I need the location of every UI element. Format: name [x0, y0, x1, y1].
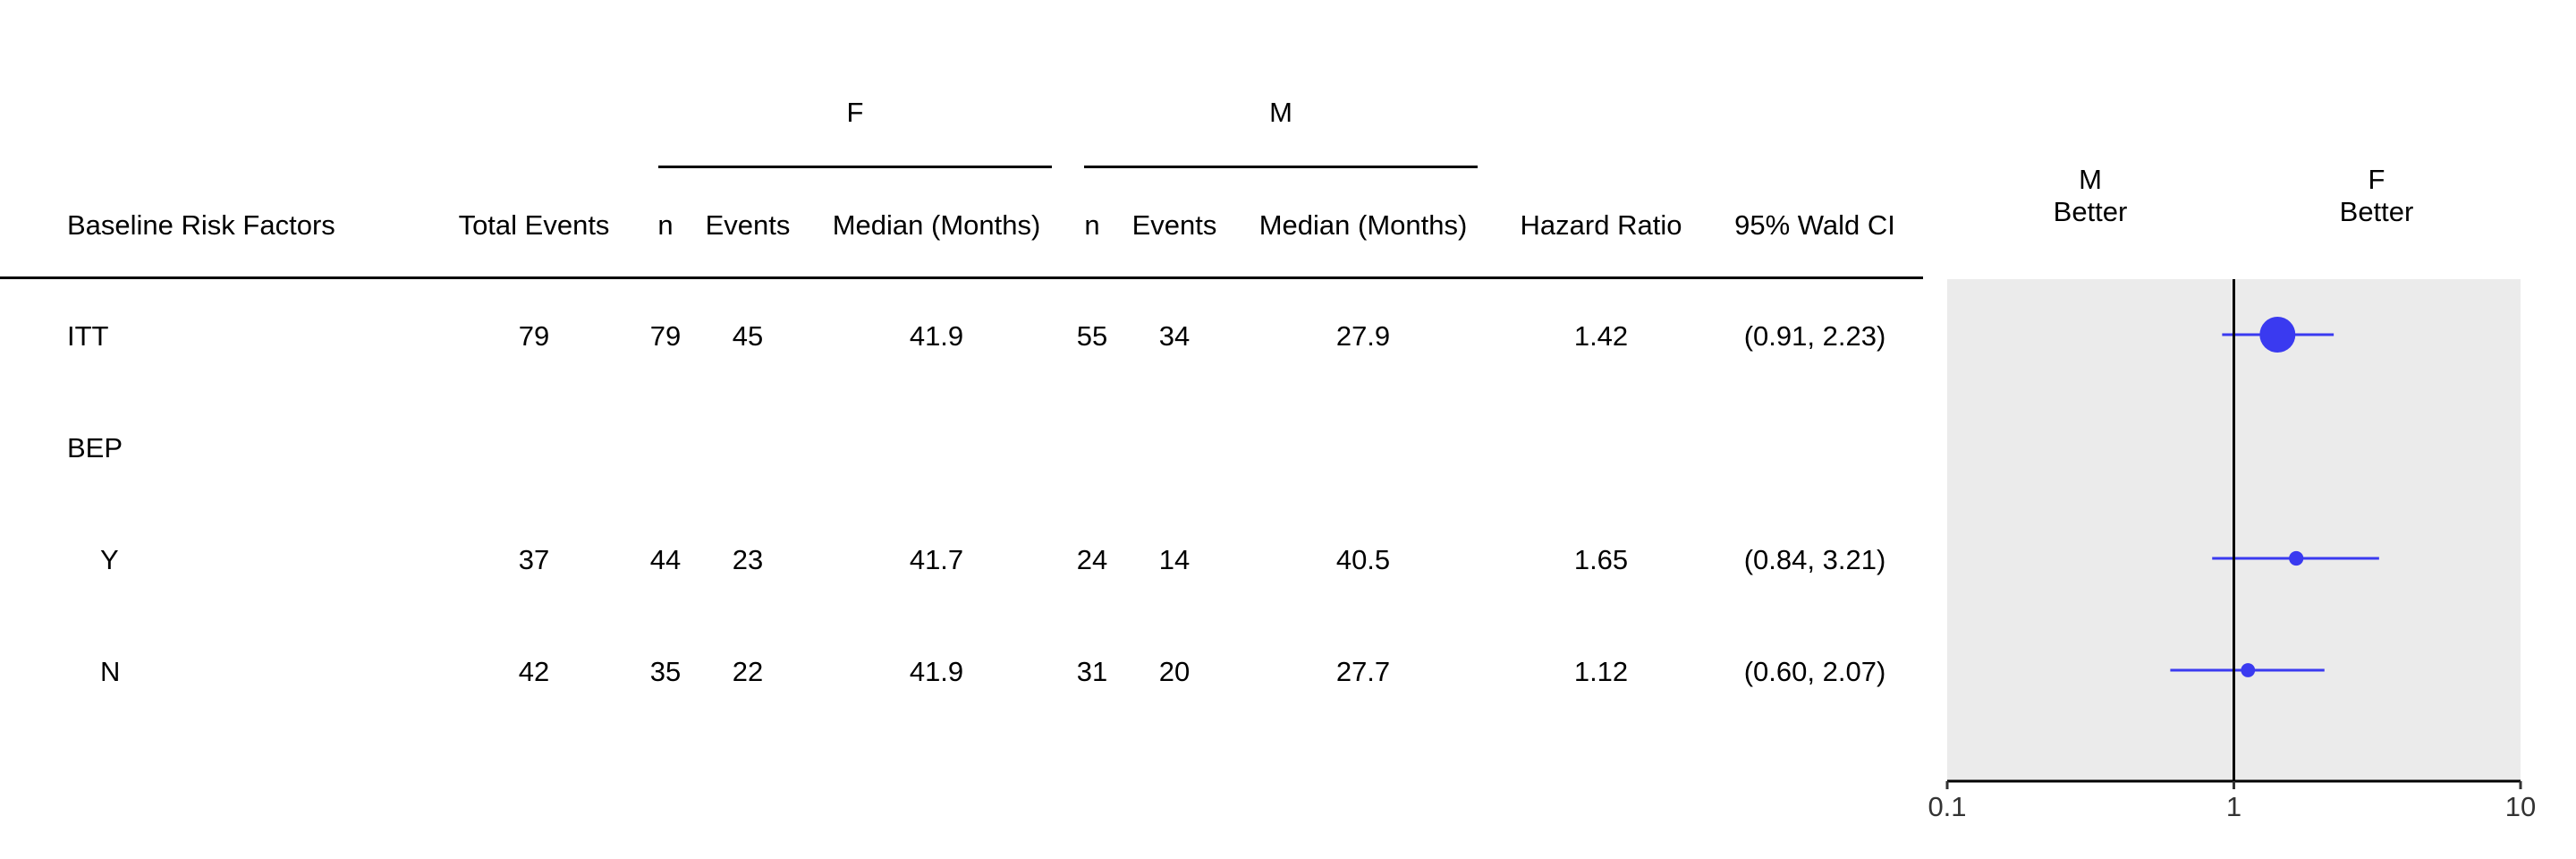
- group-rule-f: [658, 166, 1052, 168]
- row-y-m-median: 40.5: [1335, 544, 1391, 575]
- x-tick-label-1: 1: [2226, 791, 2241, 822]
- row-y-hazard-ratio: 1.65: [1573, 544, 1629, 575]
- f-better-label-bottom: Better: [2339, 196, 2414, 227]
- col-header-m-median: Median (Months): [1258, 209, 1468, 241]
- row-y-m-events: 14: [1158, 544, 1191, 575]
- row-n-m-events: 20: [1158, 656, 1191, 687]
- row-n-m-median: 27.7: [1335, 656, 1391, 687]
- row-n-total-events: 42: [518, 656, 550, 687]
- f-better-label-top: F: [2368, 164, 2385, 195]
- row-y-total-events: 37: [518, 544, 550, 575]
- f-better-label: F Better: [2340, 164, 2414, 228]
- row-n-f-median: 41.9: [909, 656, 964, 687]
- group-rule-m: [1084, 166, 1478, 168]
- row-y-f-n: 44: [649, 544, 682, 575]
- col-header-factor: Baseline Risk Factors: [67, 209, 335, 241]
- row-itt-factor: ITT: [67, 320, 109, 352]
- col-header-f-median: Median (Months): [832, 209, 1041, 241]
- m-better-label-bottom: Better: [2053, 196, 2128, 227]
- row-y-factor: Y: [100, 544, 119, 575]
- m-better-label-top: M: [2079, 164, 2102, 195]
- row-itt-m-median: 27.9: [1335, 320, 1391, 352]
- col-header-total-events: Total Events: [458, 209, 610, 241]
- row-itt-f-median: 41.9: [909, 320, 964, 352]
- header-rule: [0, 276, 1923, 279]
- hr-point-n: [2241, 663, 2256, 677]
- row-itt-f-events: 45: [732, 320, 764, 352]
- row-n-factor: N: [100, 656, 121, 687]
- row-itt-ci: (0.91, 2.23): [1743, 320, 1886, 352]
- row-itt-hazard-ratio: 1.42: [1573, 320, 1629, 352]
- row-n-m-n: 31: [1076, 656, 1108, 687]
- col-header-f-events: Events: [705, 209, 791, 241]
- row-y-m-n: 24: [1076, 544, 1108, 575]
- row-n-hazard-ratio: 1.12: [1573, 656, 1629, 687]
- m-better-label: M Better: [2054, 164, 2128, 228]
- row-n-ci: (0.60, 2.07): [1743, 656, 1886, 687]
- row-itt-total-events: 79: [518, 320, 550, 352]
- row-n-f-n: 35: [649, 656, 682, 687]
- group-header-f: F: [846, 97, 864, 128]
- row-bep-factor: BEP: [67, 432, 123, 464]
- col-header-m-events: Events: [1131, 209, 1217, 241]
- row-itt-f-n: 79: [649, 320, 682, 352]
- row-y-ci: (0.84, 3.21): [1743, 544, 1886, 575]
- col-header-ci: 95% Wald CI: [1734, 209, 1895, 241]
- row-n-f-events: 22: [732, 656, 764, 687]
- hr-point-y: [2289, 550, 2304, 566]
- col-header-m-n: n: [1084, 209, 1100, 241]
- row-itt-m-n: 55: [1076, 320, 1108, 352]
- group-header-m: M: [1269, 97, 1292, 128]
- row-itt-m-events: 34: [1158, 320, 1191, 352]
- col-header-f-n: n: [657, 209, 674, 241]
- hr-point-itt: [2259, 317, 2296, 353]
- row-y-f-median: 41.7: [909, 544, 964, 575]
- x-tick-label-10: 10: [2505, 791, 2536, 822]
- col-header-hazard-ratio: Hazard Ratio: [1520, 209, 1682, 241]
- x-tick-label-0.1: 0.1: [1928, 791, 1966, 822]
- row-y-f-events: 23: [732, 544, 764, 575]
